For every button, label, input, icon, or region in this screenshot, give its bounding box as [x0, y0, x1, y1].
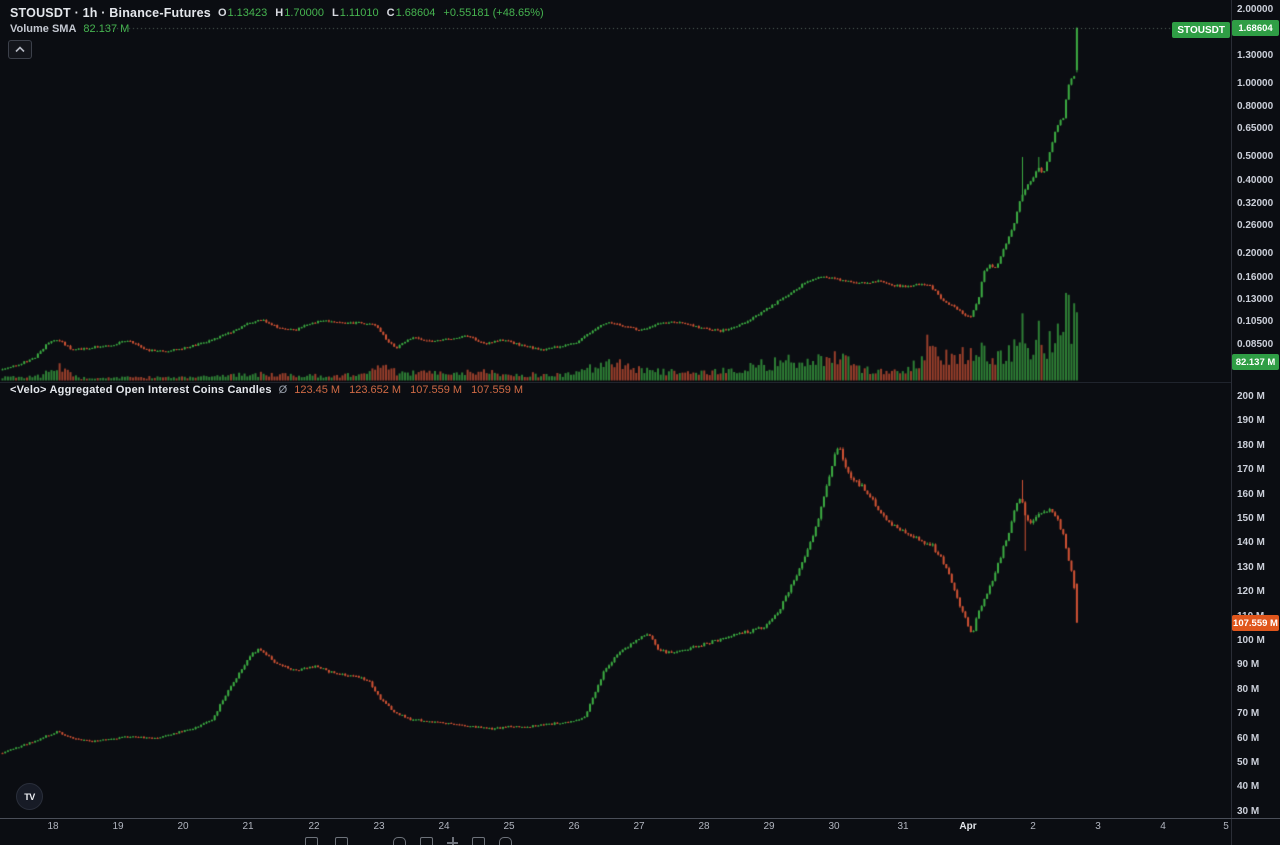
close-value: 1.68604	[395, 7, 436, 19]
oi-axis-tick: 50 M	[1237, 757, 1260, 768]
last-price-badge: 1.68604	[1232, 20, 1279, 36]
ohlc-values: O 1.13423 H 1.70000 L 1.11010 C 1.68604 +0.5…	[218, 7, 544, 19]
oi-value: 107.559 M	[471, 384, 524, 396]
chevron-up-icon	[15, 46, 25, 53]
time-axis-separator	[0, 818, 1280, 819]
time-axis-label: 27	[633, 821, 645, 832]
oi-axis-tick: 200 M	[1237, 391, 1265, 402]
low-value: 1.11010	[339, 7, 379, 19]
oi-axis-tick: 90 M	[1237, 659, 1260, 670]
time-axis-label: 5	[1223, 821, 1229, 832]
oi-axis-tick: 170 M	[1237, 464, 1265, 475]
oi-indicator-title[interactable]: <Velo> Aggregated Open Interest Coins Ca…	[10, 384, 272, 396]
oi-axis-tick: 120 M	[1237, 586, 1265, 597]
time-axis-label: 3	[1095, 821, 1101, 832]
volume-sma-value: 82.137 M	[83, 23, 130, 35]
time-axis-label: Apr	[959, 821, 977, 832]
oi-axis-tick: 100 M	[1237, 635, 1265, 646]
price-axis-tick: 0.26000	[1237, 220, 1274, 231]
toolbar-icon-fragment[interactable]	[472, 837, 485, 845]
time-axis-label: 2	[1030, 821, 1036, 832]
open-label: O	[217, 7, 227, 19]
time-axis-label: 31	[897, 821, 909, 832]
oi-axis-tick: 140 M	[1237, 537, 1265, 548]
volume-value-badge: 82.137 M	[1232, 354, 1279, 370]
price-axis-tick: 0.80000	[1237, 101, 1274, 112]
time-axis-label: 18	[47, 821, 59, 832]
oi-value: 123.45 M	[294, 384, 341, 396]
price-axis-tick: 0.50000	[1237, 151, 1274, 162]
price-axis-tick: 0.20000	[1237, 248, 1274, 259]
time-axis-label: 21	[242, 821, 254, 832]
high-label: H	[275, 7, 284, 19]
volume-sma-label[interactable]: Volume SMA	[10, 23, 77, 35]
oi-ohlc-values: 123.45 M 123.652 M 107.559 M 107.559 M	[294, 384, 523, 396]
price-axis-tick: 0.16000	[1237, 272, 1274, 283]
price-axis-tick: 1.30000	[1237, 50, 1274, 61]
oi-value: 107.559 M	[410, 384, 463, 396]
time-axis-label: 25	[503, 821, 515, 832]
toolbar-icon-fragment[interactable]	[393, 837, 406, 845]
bottom-toolbar-icons[interactable]	[305, 837, 865, 845]
time-axis-label: 19	[112, 821, 124, 832]
oi-axis-tick: 160 M	[1237, 489, 1265, 500]
oi-axis-tick: 180 M	[1237, 440, 1265, 451]
tradingview-logo[interactable]: TV	[16, 783, 43, 810]
time-axis-label: 26	[568, 821, 580, 832]
time-axis-label: 28	[698, 821, 710, 832]
high-value: 1.70000	[284, 7, 324, 19]
price-axis-tick: 0.08500	[1237, 339, 1274, 350]
pane2-legend: <Velo> Aggregated Open Interest Coins Ca…	[10, 384, 523, 396]
oi-axis-tick: 150 M	[1237, 513, 1265, 524]
toolbar-icon-fragment[interactable]	[499, 837, 512, 845]
open-value: 1.13423	[227, 7, 268, 19]
toolbar-icon-fragment[interactable]	[447, 837, 458, 845]
price-axis-tick: 0.65000	[1237, 123, 1274, 134]
price-axis-tick: 0.13000	[1237, 294, 1274, 305]
change-value: +0.55181 (+48.65%)	[443, 7, 544, 19]
toolbar-icon-fragment[interactable]	[335, 837, 348, 845]
time-axis-label: 30	[828, 821, 840, 832]
time-axis-label: 23	[373, 821, 385, 832]
price-axis-tick: 1.00000	[1237, 78, 1274, 89]
pane-collapse-button[interactable]	[8, 40, 32, 59]
oi-axis-tick: 40 M	[1237, 781, 1260, 792]
price-axis-tick: 2.00000	[1237, 4, 1274, 15]
oi-axis-tick: 190 M	[1237, 415, 1265, 426]
price-axis-border	[1231, 0, 1232, 845]
time-axis-label: 22	[308, 821, 320, 832]
oi-axis-tick: 80 M	[1237, 684, 1260, 695]
oi-axis-tick: 30 M	[1237, 806, 1260, 817]
volume-indicator-legend: Volume SMA 82.137 M	[10, 23, 129, 35]
oi-axis-tick: 70 M	[1237, 708, 1260, 719]
low-label: L	[331, 7, 339, 19]
toolbar-icon-fragment[interactable]	[420, 837, 433, 845]
oi-value: 123.652 M	[349, 384, 402, 396]
price-axis-tick: 0.40000	[1237, 175, 1274, 186]
oi-value-badge: 107.559 M	[1232, 615, 1279, 631]
symbol-title[interactable]: STOUSDT · 1h · Binance-Futures	[10, 6, 211, 20]
price-axis-tick: 0.32000	[1237, 198, 1274, 209]
pane-separator[interactable]	[0, 382, 1231, 383]
time-axis-label: 4	[1160, 821, 1166, 832]
toolbar-icon-fragment[interactable]	[305, 837, 318, 845]
symbol-price-label-badge: STOUSDT	[1172, 22, 1230, 38]
time-axis-label: 24	[438, 821, 450, 832]
time-axis-label: 29	[763, 821, 775, 832]
oi-axis-tick: 130 M	[1237, 562, 1265, 573]
price-and-oi-chart-canvas[interactable]	[0, 0, 1231, 818]
price-axis-tick: 0.10500	[1237, 316, 1274, 327]
oi-avg-symbol: Ø	[278, 384, 288, 396]
oi-axis-tick: 60 M	[1237, 733, 1260, 744]
close-label: C	[386, 7, 395, 19]
pane1-legend: STOUSDT · 1h · Binance-Futures O 1.13423 …	[10, 6, 544, 20]
time-axis-label: 20	[177, 821, 189, 832]
